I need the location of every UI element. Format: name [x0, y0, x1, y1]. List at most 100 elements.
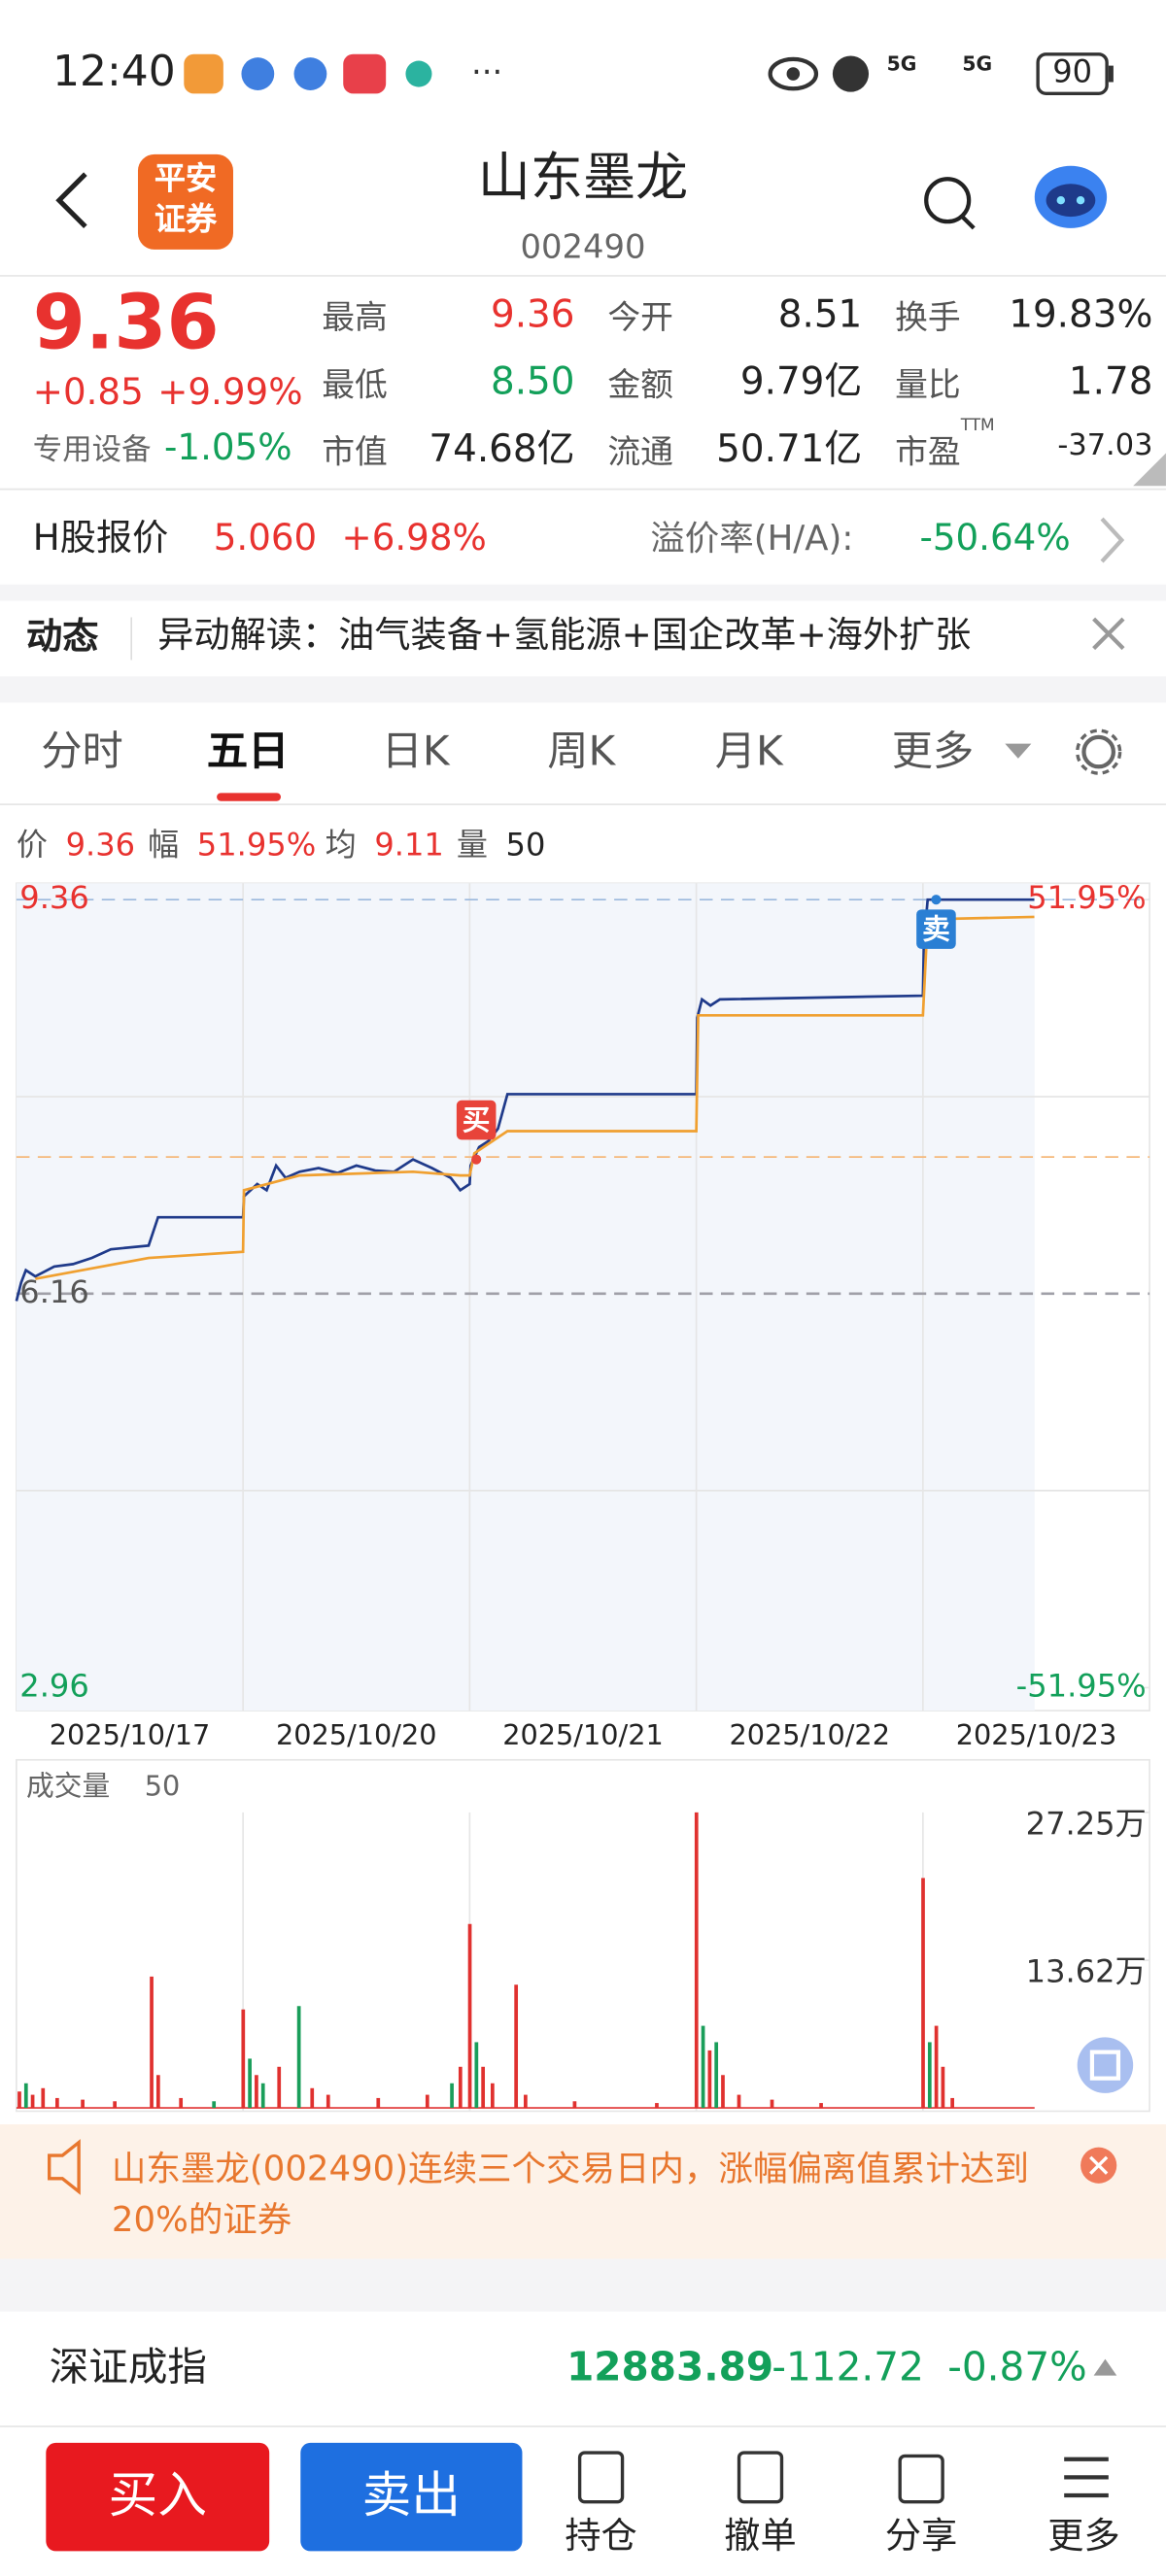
field-value: 9.79亿	[739, 360, 863, 404]
trade-badge-label: 卖	[922, 912, 950, 945]
price-change: +0.85	[32, 372, 144, 414]
legend-value: 51.95%	[196, 827, 317, 864]
field-value: 74.68亿	[429, 428, 575, 472]
volume-bar	[474, 2042, 479, 2109]
assistant-face	[1046, 184, 1096, 218]
field-value: 8.51	[777, 293, 863, 337]
x-tick-label: 2025/10/23	[956, 1718, 1117, 1751]
tab[interactable]: 周K	[547, 727, 616, 775]
fullscreen-button[interactable]	[1077, 2037, 1134, 2093]
volume-bar	[707, 2050, 712, 2109]
field-sup: TTM	[960, 417, 995, 435]
clock: 12:40	[52, 48, 176, 97]
field-value: 1.78	[1068, 360, 1153, 404]
app-icon	[241, 57, 275, 90]
app-icon	[405, 60, 432, 87]
tab[interactable]: 更多	[891, 727, 975, 775]
volume-bar	[450, 2083, 454, 2109]
volume-bar	[950, 2097, 954, 2109]
legend-label: 价	[16, 827, 49, 864]
volume-bar	[524, 2094, 528, 2109]
volume-bar	[179, 2097, 184, 2109]
series-line	[35, 915, 1035, 1280]
index-change: -112.72	[772, 2344, 924, 2390]
app-icon	[293, 57, 327, 90]
sector: 专用设备	[32, 433, 152, 468]
sector-pct: -1.05%	[164, 428, 292, 470]
y-tick-label: 9.36	[19, 879, 89, 916]
h-share-arrow[interactable]	[1100, 517, 1125, 563]
legend-label: 量	[456, 827, 488, 864]
series-line	[15, 898, 1035, 1302]
volume-bar	[721, 2075, 725, 2109]
volume-bar	[248, 2058, 252, 2109]
stock-code: 002490	[520, 226, 646, 266]
stock-name: 山东墨龙	[477, 146, 689, 209]
close-alert	[1089, 2155, 1109, 2175]
settings-button[interactable]	[1081, 734, 1116, 769]
volume-bar	[458, 2066, 463, 2109]
volume-bar	[155, 2075, 160, 2109]
volume-chart-frame	[16, 1758, 1150, 2113]
network: 5G	[962, 52, 993, 76]
tool-label[interactable]: 分享	[884, 2516, 958, 2559]
y2-tick-label: 51.95%	[1027, 879, 1146, 916]
eye-icon	[768, 56, 819, 91]
corner-mark	[1133, 453, 1166, 487]
legend-value: 9.11	[374, 827, 444, 864]
field-label: 最高	[322, 296, 388, 337]
battery	[1108, 65, 1114, 83]
alarm-icon	[832, 55, 870, 92]
assistant-eye	[1076, 195, 1085, 205]
premium-value: -50.64%	[919, 519, 1071, 560]
band	[0, 676, 1166, 703]
battery-level: 90	[1052, 53, 1093, 90]
tab[interactable]: 月K	[714, 727, 783, 775]
volume-bar	[927, 2042, 932, 2109]
buy-button[interactable]	[46, 2442, 270, 2552]
broker-logo	[137, 153, 233, 250]
volume-bar	[277, 2066, 282, 2109]
sell-button[interactable]	[300, 2442, 523, 2552]
speaker-icon	[48, 2139, 81, 2195]
tab[interactable]: 分时	[41, 727, 123, 775]
eye-icon	[786, 67, 801, 81]
back-button[interactable]	[55, 172, 87, 229]
x-tick-label: 2025/10/22	[729, 1718, 890, 1751]
tool-label[interactable]: 持仓	[565, 2516, 637, 2559]
field-label: 量比	[895, 364, 961, 404]
news-text[interactable]: 异动解读：油气装备+氢能源+国企改革+海外扩张	[157, 615, 972, 658]
tab[interactable]: 五日	[206, 727, 290, 775]
field-value: 8.50	[490, 360, 575, 404]
network: 5G	[886, 52, 917, 76]
volume-bar	[572, 2101, 577, 2109]
x-tick-label: 2025/10/20	[276, 1718, 437, 1751]
trade-marker	[931, 895, 942, 905]
tab[interactable]: 日K	[381, 727, 450, 775]
search-button[interactable]	[924, 177, 972, 224]
band	[0, 584, 1166, 601]
price-chart-shade	[16, 883, 1035, 1712]
trade-badge	[916, 909, 956, 949]
field-value: -37.03	[1057, 428, 1153, 463]
band	[0, 2258, 1166, 2312]
more-arrow	[1005, 743, 1032, 759]
volume-bar	[41, 2087, 46, 2109]
volume-bar	[255, 2075, 258, 2109]
tool-label[interactable]: 更多	[1047, 2516, 1120, 2559]
volume-bar	[17, 2091, 21, 2109]
volume-bar	[819, 2103, 823, 2109]
index-expand[interactable]	[1093, 2358, 1117, 2376]
field-value: 9.36	[490, 293, 575, 337]
close-news	[1092, 617, 1125, 651]
tool-label[interactable]: 撤单	[724, 2516, 797, 2559]
field-label: 市值	[322, 431, 388, 472]
h-share-label: H股报价	[32, 519, 169, 560]
volume-bar	[260, 2083, 265, 2109]
index-name: 深证成指	[49, 2344, 207, 2390]
volume-bar	[425, 2094, 429, 2109]
volume-bar	[376, 2097, 381, 2109]
field-label: 最低	[322, 364, 388, 404]
index-value: 12883.89	[566, 2344, 774, 2390]
